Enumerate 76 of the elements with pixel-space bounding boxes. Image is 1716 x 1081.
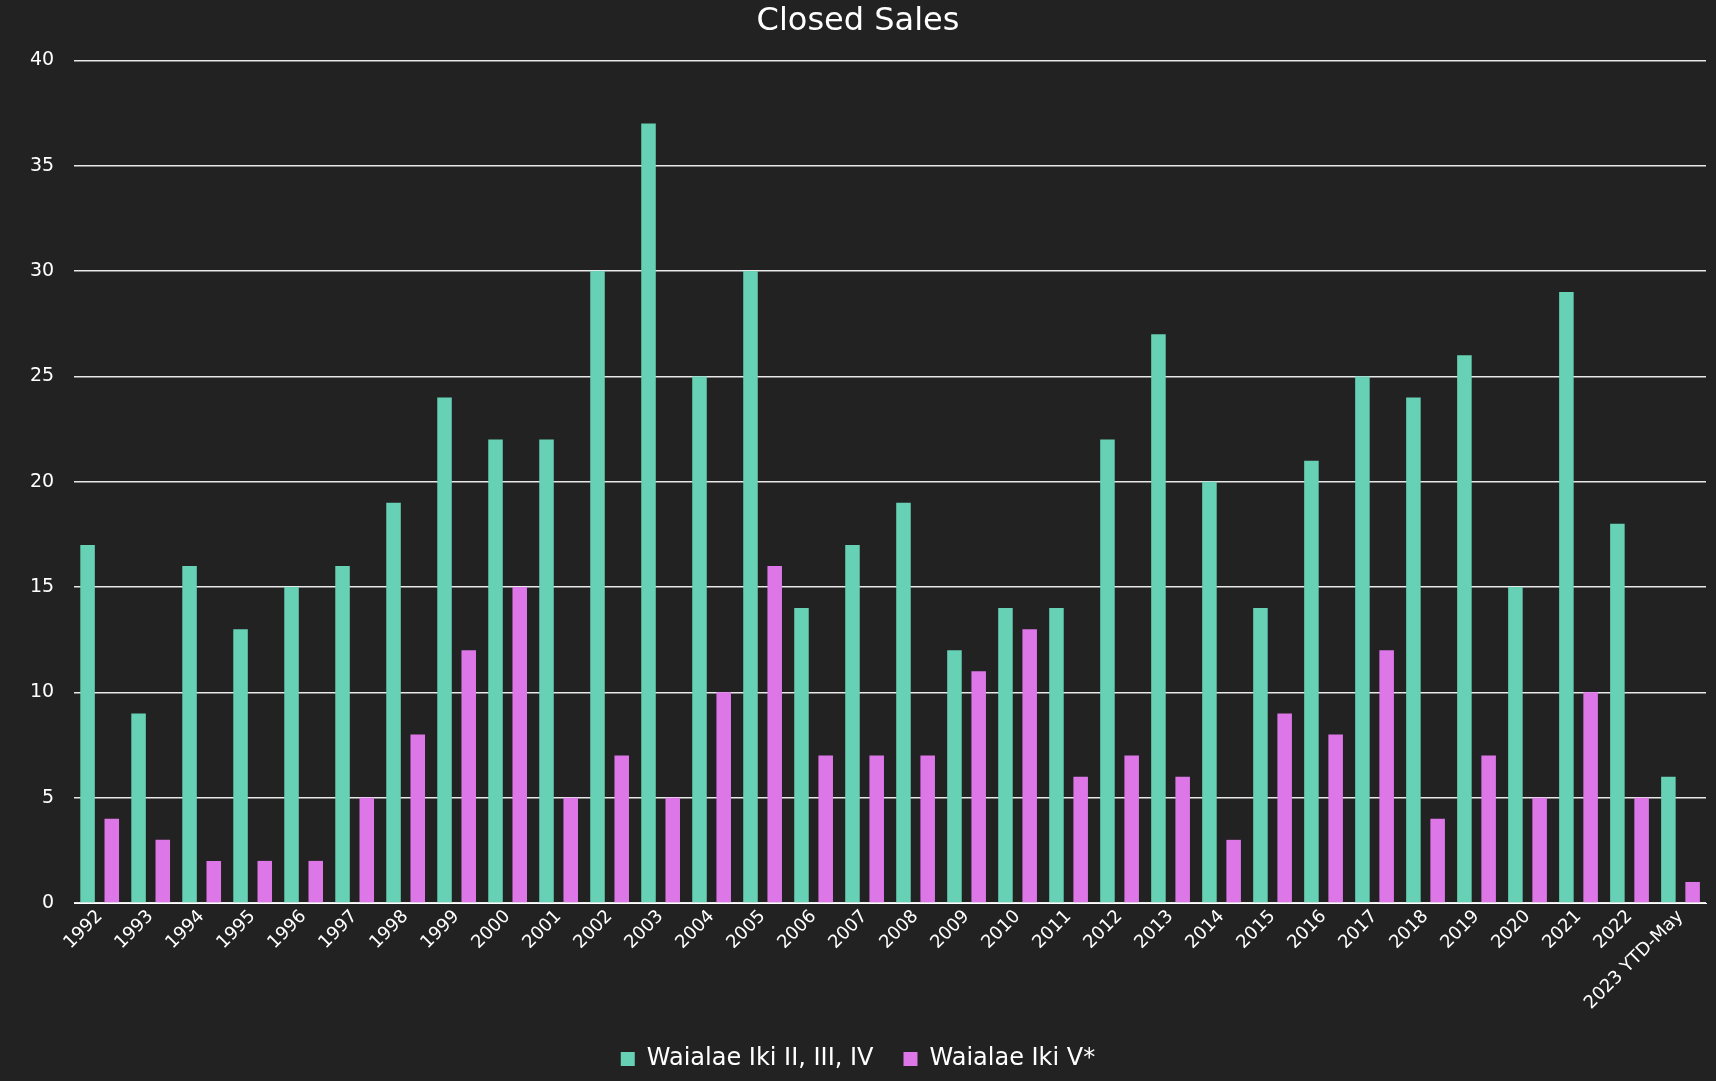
bar <box>1610 523 1625 903</box>
bar <box>335 565 350 903</box>
bar <box>794 608 809 903</box>
bar <box>767 565 782 903</box>
bar <box>1661 776 1676 903</box>
bar <box>947 650 962 903</box>
bar <box>1226 839 1241 903</box>
bar <box>206 860 222 903</box>
bar <box>1100 439 1115 903</box>
bar <box>920 755 935 903</box>
y-tick-label: 5 <box>42 784 55 807</box>
bar <box>563 797 578 903</box>
bar <box>692 376 707 903</box>
bar <box>410 734 426 903</box>
bar <box>743 271 758 903</box>
bar <box>1379 650 1394 903</box>
bar <box>1481 755 1496 903</box>
bar <box>1508 587 1523 903</box>
bar <box>131 713 146 903</box>
bar <box>512 587 528 903</box>
bar <box>1124 755 1139 903</box>
bar <box>665 797 680 903</box>
bar <box>437 397 452 903</box>
bar <box>998 608 1013 903</box>
chart-title: Closed Sales <box>756 0 960 38</box>
bar <box>1277 713 1292 903</box>
bar <box>155 839 171 903</box>
bar <box>1022 629 1037 903</box>
y-tick-label: 40 <box>29 47 55 70</box>
y-tick-label: 25 <box>29 363 55 386</box>
y-tick-label: 30 <box>29 258 55 280</box>
bar <box>1685 881 1700 903</box>
y-tick-label: 20 <box>29 468 55 491</box>
bar <box>182 565 197 903</box>
bar <box>1253 608 1268 903</box>
bar <box>386 502 401 903</box>
bar <box>869 755 884 903</box>
y-tick-label: 0 <box>42 889 55 912</box>
bar <box>1457 355 1472 903</box>
bar <box>539 439 554 903</box>
bar <box>1304 460 1319 903</box>
bar <box>1532 797 1547 903</box>
bar <box>104 818 120 903</box>
y-tick-label: 10 <box>29 679 55 702</box>
legend-label: Waialae Iki II, III, IV <box>646 1043 875 1072</box>
bar <box>716 692 731 903</box>
bar <box>80 544 95 903</box>
bar <box>1049 608 1064 903</box>
bar <box>896 502 911 903</box>
bar <box>818 755 833 903</box>
bar <box>1175 776 1190 903</box>
bar <box>1151 334 1166 903</box>
bar <box>1583 692 1598 903</box>
bar <box>488 439 503 903</box>
bar <box>308 860 324 903</box>
bar <box>257 860 273 903</box>
bar <box>1328 734 1343 903</box>
bar <box>845 544 860 903</box>
bar <box>1406 397 1421 903</box>
bar <box>1202 481 1217 903</box>
bar <box>461 650 477 903</box>
bar <box>1634 797 1649 903</box>
y-tick-label: 15 <box>29 573 55 596</box>
bar <box>1355 376 1370 903</box>
bar <box>233 629 248 903</box>
bar <box>614 755 629 903</box>
bar <box>1559 292 1574 903</box>
bar <box>641 123 656 903</box>
bar <box>1073 776 1088 903</box>
y-tick-label: 35 <box>29 152 55 175</box>
legend-label: Waialae Iki V* <box>929 1043 1096 1072</box>
bar <box>590 271 605 903</box>
bar <box>971 671 986 903</box>
bar <box>1430 818 1445 903</box>
bar <box>359 797 375 903</box>
bar <box>284 587 299 903</box>
